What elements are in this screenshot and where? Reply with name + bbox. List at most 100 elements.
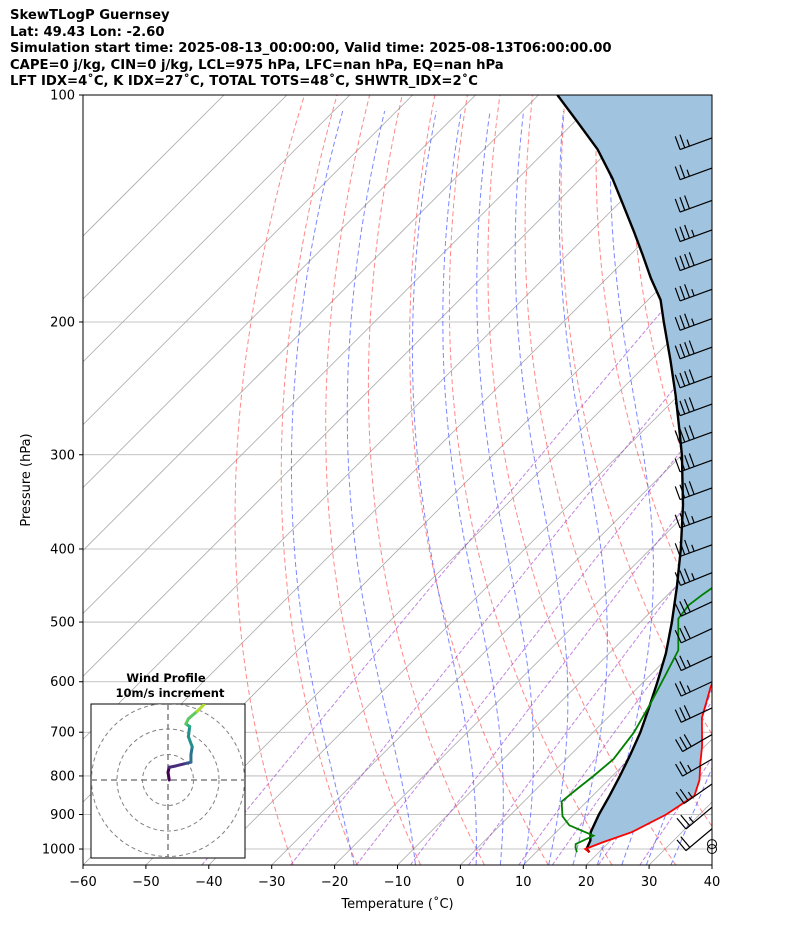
dry-adiabat (524, 95, 712, 828)
barb-feather (680, 836, 691, 848)
wind-barb (675, 783, 713, 805)
isotherm-line (83, 95, 413, 426)
y-tick-label: 500 (50, 616, 75, 631)
barb-half-feather (687, 764, 692, 772)
barb-feather (679, 655, 687, 669)
barb-feather (674, 166, 681, 180)
x-tick-label: 40 (704, 875, 721, 890)
barb-feather (679, 761, 688, 774)
isotherm-line (460, 612, 712, 865)
barb-feather (684, 511, 691, 525)
barb-staff (679, 167, 713, 181)
moist-adiabat (346, 110, 416, 865)
isotherm-line (83, 95, 665, 677)
barb-feather (683, 734, 692, 747)
isotherm-line (145, 298, 712, 865)
barb-staff (679, 199, 713, 213)
barb-half-feather (686, 685, 691, 693)
wind-barb (674, 340, 713, 360)
dry-adiabat (728, 95, 794, 865)
cape-area (557, 95, 712, 853)
barb-feather (674, 257, 681, 271)
dewpoint-profile-line (560, 586, 712, 853)
barb-feather (674, 543, 681, 557)
barb-feather (679, 541, 686, 555)
dry-adiabat (448, 95, 613, 865)
mixing-ratio-line (290, 341, 712, 865)
y-tick-label: 200 (50, 315, 75, 330)
x-tick-label: −10 (384, 875, 411, 890)
barb-feather (684, 371, 691, 385)
barb-feather (679, 372, 686, 387)
barb-feather (674, 228, 681, 242)
barb-staff (679, 403, 713, 417)
isotherm-line (397, 549, 712, 865)
dry-adiabat (280, 95, 358, 865)
hodograph-segment (174, 761, 188, 768)
isotherm-line (83, 95, 602, 614)
barb-feather (674, 345, 681, 360)
barb-staff (679, 346, 713, 360)
barb-feather (688, 252, 695, 266)
dry-adiabat (325, 95, 422, 865)
barb-feather (688, 425, 695, 439)
barb-feather (683, 568, 691, 582)
barb-staff (679, 229, 713, 243)
wind-barb (674, 369, 713, 389)
wind-barb (674, 252, 713, 272)
chart-header: SkewTLogP Guernsey Lat: 49.43 Lon: -2.60… (10, 8, 612, 91)
isotherm-line (83, 95, 225, 237)
barb-staff (679, 459, 713, 473)
barb-feather (674, 287, 681, 302)
barb-feather (674, 458, 681, 473)
isotherm-line (83, 109, 712, 740)
barb-feather (684, 455, 691, 469)
isotherm-line (83, 95, 539, 552)
wind-barb (674, 134, 713, 151)
barb-feather (674, 572, 682, 586)
x-tick-label: −60 (69, 875, 96, 890)
moist-adiabat (596, 110, 654, 865)
barb-staff (682, 758, 713, 777)
wind-barb (674, 453, 713, 473)
hodograph-segment (186, 735, 194, 749)
barb-feather (674, 316, 681, 331)
wind-barb (674, 681, 713, 697)
index-line: LFT IDX=4˚C, K IDX=27˚C, TOTAL TOTS=48˚C… (10, 74, 478, 90)
barb-feather (683, 598, 691, 613)
barb-feather (684, 195, 691, 209)
axes: −60 −50 −40 −30 −20 −10 0 10 20 30 40 100 200 300 400 5… (19, 89, 720, 913)
isotherm-line (83, 95, 476, 489)
barb-half-feather (687, 791, 693, 799)
barb-feather (684, 313, 691, 328)
mixing-ratio-line (355, 411, 712, 865)
moist-adiabat (670, 766, 712, 865)
barb-feather (674, 136, 681, 150)
barb-feather (674, 657, 682, 671)
moist-adiabat (442, 110, 504, 865)
hodograph-segment (186, 709, 199, 721)
wind-barbs (674, 134, 717, 855)
wind-barb (674, 195, 713, 213)
hodograph-segment (195, 704, 206, 713)
barb-feather (679, 134, 686, 149)
isotherm-line (711, 864, 712, 865)
wind-barb (676, 806, 713, 830)
barb-staff (679, 375, 713, 389)
hodograph-title: Wind Profile (126, 671, 206, 685)
barb-feather (679, 400, 686, 415)
barb-staff (679, 515, 713, 529)
barb-half-feather (686, 169, 691, 177)
barb-feather (679, 627, 687, 642)
barb-staff (679, 258, 713, 272)
barb-feather (684, 224, 691, 239)
barb-staff (680, 601, 713, 617)
wind-barb (674, 284, 713, 302)
isotherm-line (271, 424, 712, 865)
wind-barb (674, 705, 713, 723)
barb-feather (683, 705, 691, 719)
barb-half-feather (686, 659, 691, 667)
y-axis-label: Pressure (hPa) (19, 433, 34, 526)
dry-adiabat (234, 95, 305, 865)
barb-feather (679, 484, 686, 499)
